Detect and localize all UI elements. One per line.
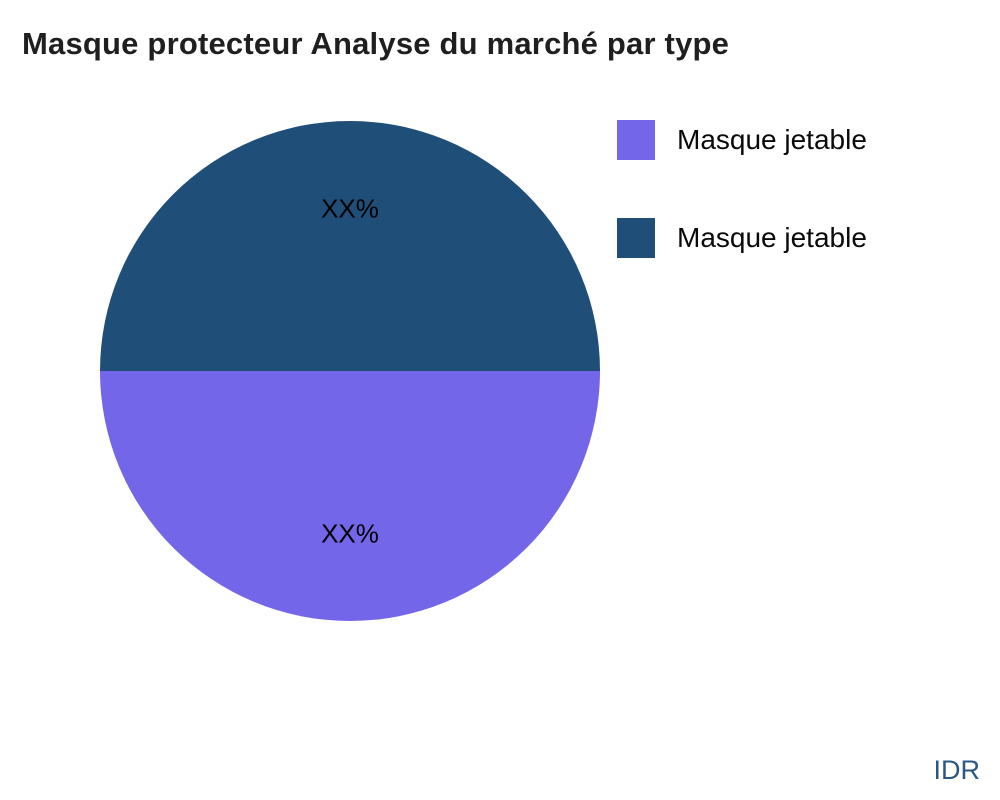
legend-swatch [617,120,655,160]
slice-percent-label: XX% [321,193,379,223]
legend-label: Masque jetable [677,124,867,155]
legend-label: Masque jetable [677,222,867,253]
pie [100,121,600,621]
legend-swatch [617,218,655,258]
chart-title: Masque protecteur Analyse du marché par … [22,26,730,61]
legend-item: Masque jetable [617,218,867,258]
legend: Masque jetable Masque jetable [617,120,867,316]
legend-item: Masque jetable [617,120,867,160]
watermark: IDR [933,755,981,785]
slice-percent-label: XX% [321,518,379,548]
pie-chart: XX% XX% [100,121,600,621]
